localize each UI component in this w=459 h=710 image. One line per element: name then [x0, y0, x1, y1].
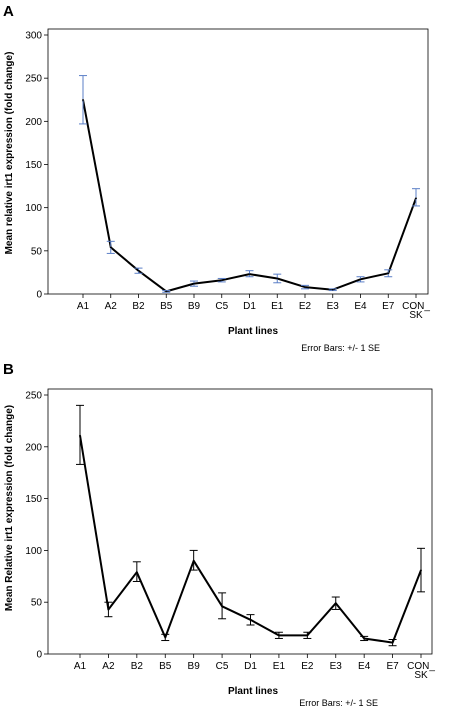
plot-frame-b	[47, 388, 433, 655]
data-point-b	[79, 434, 81, 437]
error-bars-note-a: Error Bars: +/- 1 SE	[301, 343, 380, 353]
x-tick-label-b: E3	[330, 661, 343, 672]
panel-label-b: B	[3, 361, 14, 378]
series-line-a	[82, 99, 417, 293]
x-tick-label-a: B2	[132, 301, 145, 312]
x-tick-label-a: E4	[354, 301, 367, 312]
y-tick-label-a: 300	[25, 31, 42, 42]
x-tick-label-b: B5	[159, 661, 172, 672]
y-tick-label-b: 50	[31, 598, 43, 609]
data-point-b	[391, 641, 394, 644]
data-point-a	[359, 278, 362, 281]
y-tick-label-a: 250	[25, 74, 42, 85]
y-tick-label-a: 0	[36, 290, 42, 301]
data-point-b	[249, 619, 252, 621]
x-tick-label-a: A1	[77, 301, 90, 312]
x-tick-label-b: E1	[273, 661, 286, 672]
data-point-a	[276, 277, 279, 280]
chart-panel-b: B 0 50 100 150 200 250 A1 A2 B2 B5 B9 C5 D1 E1 E2 E3 E4 E…	[3, 361, 435, 708]
data-point-b	[420, 569, 422, 571]
y-axis-label-a: Mean relative irt1 expression (fold chan…	[4, 52, 15, 255]
data-point-b	[221, 605, 223, 608]
x-tick-label-a: B5	[160, 301, 173, 312]
y-tick-label-a: 150	[25, 160, 42, 171]
x-tick-label-a: C5	[215, 301, 228, 312]
series-line-b	[79, 435, 422, 644]
data-point-b	[306, 634, 309, 637]
data-point-b	[334, 602, 337, 605]
data-point-b	[164, 636, 167, 639]
y-tick-label-b: 0	[36, 650, 42, 661]
x-tick-label-b: B9	[188, 661, 201, 672]
data-point-b	[107, 608, 110, 611]
x-tick-label-a: E7	[382, 301, 395, 312]
y-tick-label-b: 250	[25, 391, 42, 402]
data-point-a	[248, 273, 251, 275]
series-a	[79, 75, 420, 293]
data-point-b	[192, 559, 195, 562]
x-tick-label-a: E3	[327, 301, 340, 312]
x-tick-label-a: B9	[188, 301, 201, 312]
data-point-a	[137, 269, 140, 272]
y-tick-label-b: 200	[25, 442, 42, 453]
y-tick-label-b: 150	[25, 494, 42, 505]
data-point-b	[136, 571, 138, 573]
x-tick-label-b: E4	[358, 661, 371, 672]
plot-frame-a	[47, 28, 429, 295]
y-tick-label-a: 200	[25, 117, 42, 128]
data-point-a	[109, 246, 112, 249]
series-b	[76, 404, 425, 647]
x-tick-label-a: A2	[105, 301, 118, 312]
axes-a: 0 50 100 150 200 250 300 A1 A2 B2 B5 B9 C5 D1 E1 E2 E3 E4…	[25, 28, 430, 321]
x-tick-label-b: CON_	[407, 661, 435, 672]
x-axis-label-a: Plant lines	[228, 326, 278, 337]
x-tick-label-a: SK	[409, 310, 423, 321]
y-tick-label-a: 50	[31, 246, 43, 257]
x-tick-label-a: D1	[243, 301, 256, 312]
chart-panel-a: A 0 50 100 150 200 250 300 A1 A2 B2 B5 B9 C5 D1 E1 E2 E3…	[3, 3, 430, 353]
x-axis-label-b: Plant lines	[228, 686, 278, 697]
x-tick-label-a: CON_	[402, 301, 430, 312]
data-point-a	[415, 197, 417, 199]
axes-b: 0 50 100 150 200 250 A1 A2 B2 B5 B9 C5 D1 E1 E2 E3 E4 E7 C…	[25, 388, 435, 681]
data-point-b	[278, 634, 280, 637]
x-tick-label-b: A1	[74, 661, 87, 672]
x-tick-label-b: E2	[301, 661, 314, 672]
x-tick-label-b: C5	[216, 661, 229, 672]
panel-label-a: A	[3, 3, 14, 20]
data-point-a	[331, 288, 334, 291]
y-axis-label-b: Mean Relative irt1 expression (fold chan…	[4, 405, 15, 611]
y-tick-label-a: 100	[25, 203, 42, 214]
data-point-a	[304, 286, 306, 288]
x-tick-label-a: E2	[299, 301, 312, 312]
x-tick-label-b: B2	[131, 661, 144, 672]
y-tick-label-b: 100	[25, 546, 42, 557]
error-bars-note-b: Error Bars: +/- 1 SE	[299, 698, 378, 708]
x-tick-label-b: A2	[102, 661, 115, 672]
data-point-a	[220, 279, 223, 281]
data-point-a	[165, 290, 168, 293]
data-point-b	[363, 637, 365, 640]
x-tick-label-a: E1	[271, 301, 284, 312]
x-tick-label-b: D1	[244, 661, 257, 672]
x-tick-label-b: SK	[414, 670, 428, 681]
data-point-a	[387, 272, 390, 275]
x-tick-label-b: E7	[386, 661, 399, 672]
data-point-a	[193, 282, 195, 285]
data-point-a	[82, 98, 84, 101]
